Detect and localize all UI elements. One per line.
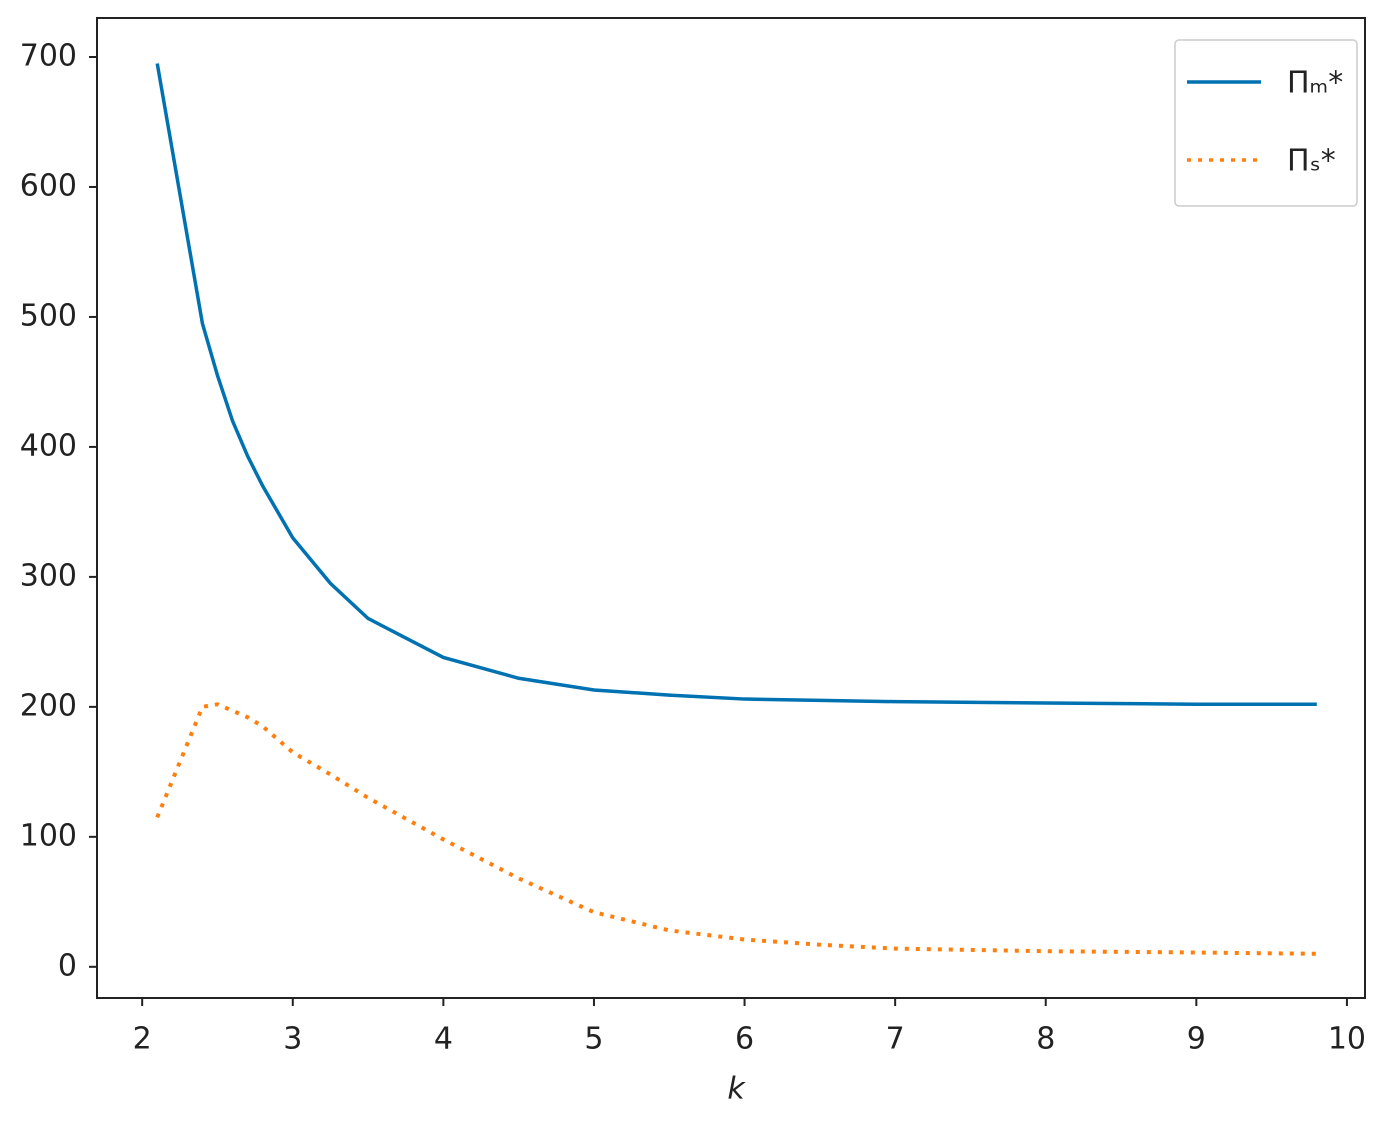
x-tick-label: 9 [1187,1022,1206,1057]
y-tick-label: 500 [20,298,77,333]
y-tick-label: 700 [20,38,77,73]
y-tick-label: 600 [20,168,77,203]
x-tick-label: 5 [584,1022,603,1057]
series-line [155,702,1317,956]
x-tick-label: 2 [133,1022,152,1057]
y-tick-label: 300 [20,558,77,593]
x-tick-label: 7 [886,1022,905,1057]
x-tick-label: 8 [1036,1022,1055,1057]
x-tick-label: 3 [283,1022,302,1057]
axes-frame [96,17,1366,999]
y-tick-label: 0 [58,948,77,983]
x-axis-label: k [727,1072,746,1107]
y-tick-label: 400 [20,428,77,463]
y-tick-label: 100 [20,818,77,853]
x-tick-label: 10 [1328,1022,1366,1057]
x-tick-label: 6 [735,1022,754,1057]
legend-label: Πₘ* [1287,66,1343,101]
legend-label: Πₛ* [1287,144,1336,179]
x-tick-label: 4 [434,1022,453,1057]
y-tick-label: 200 [20,688,77,723]
series-line [155,63,1317,707]
